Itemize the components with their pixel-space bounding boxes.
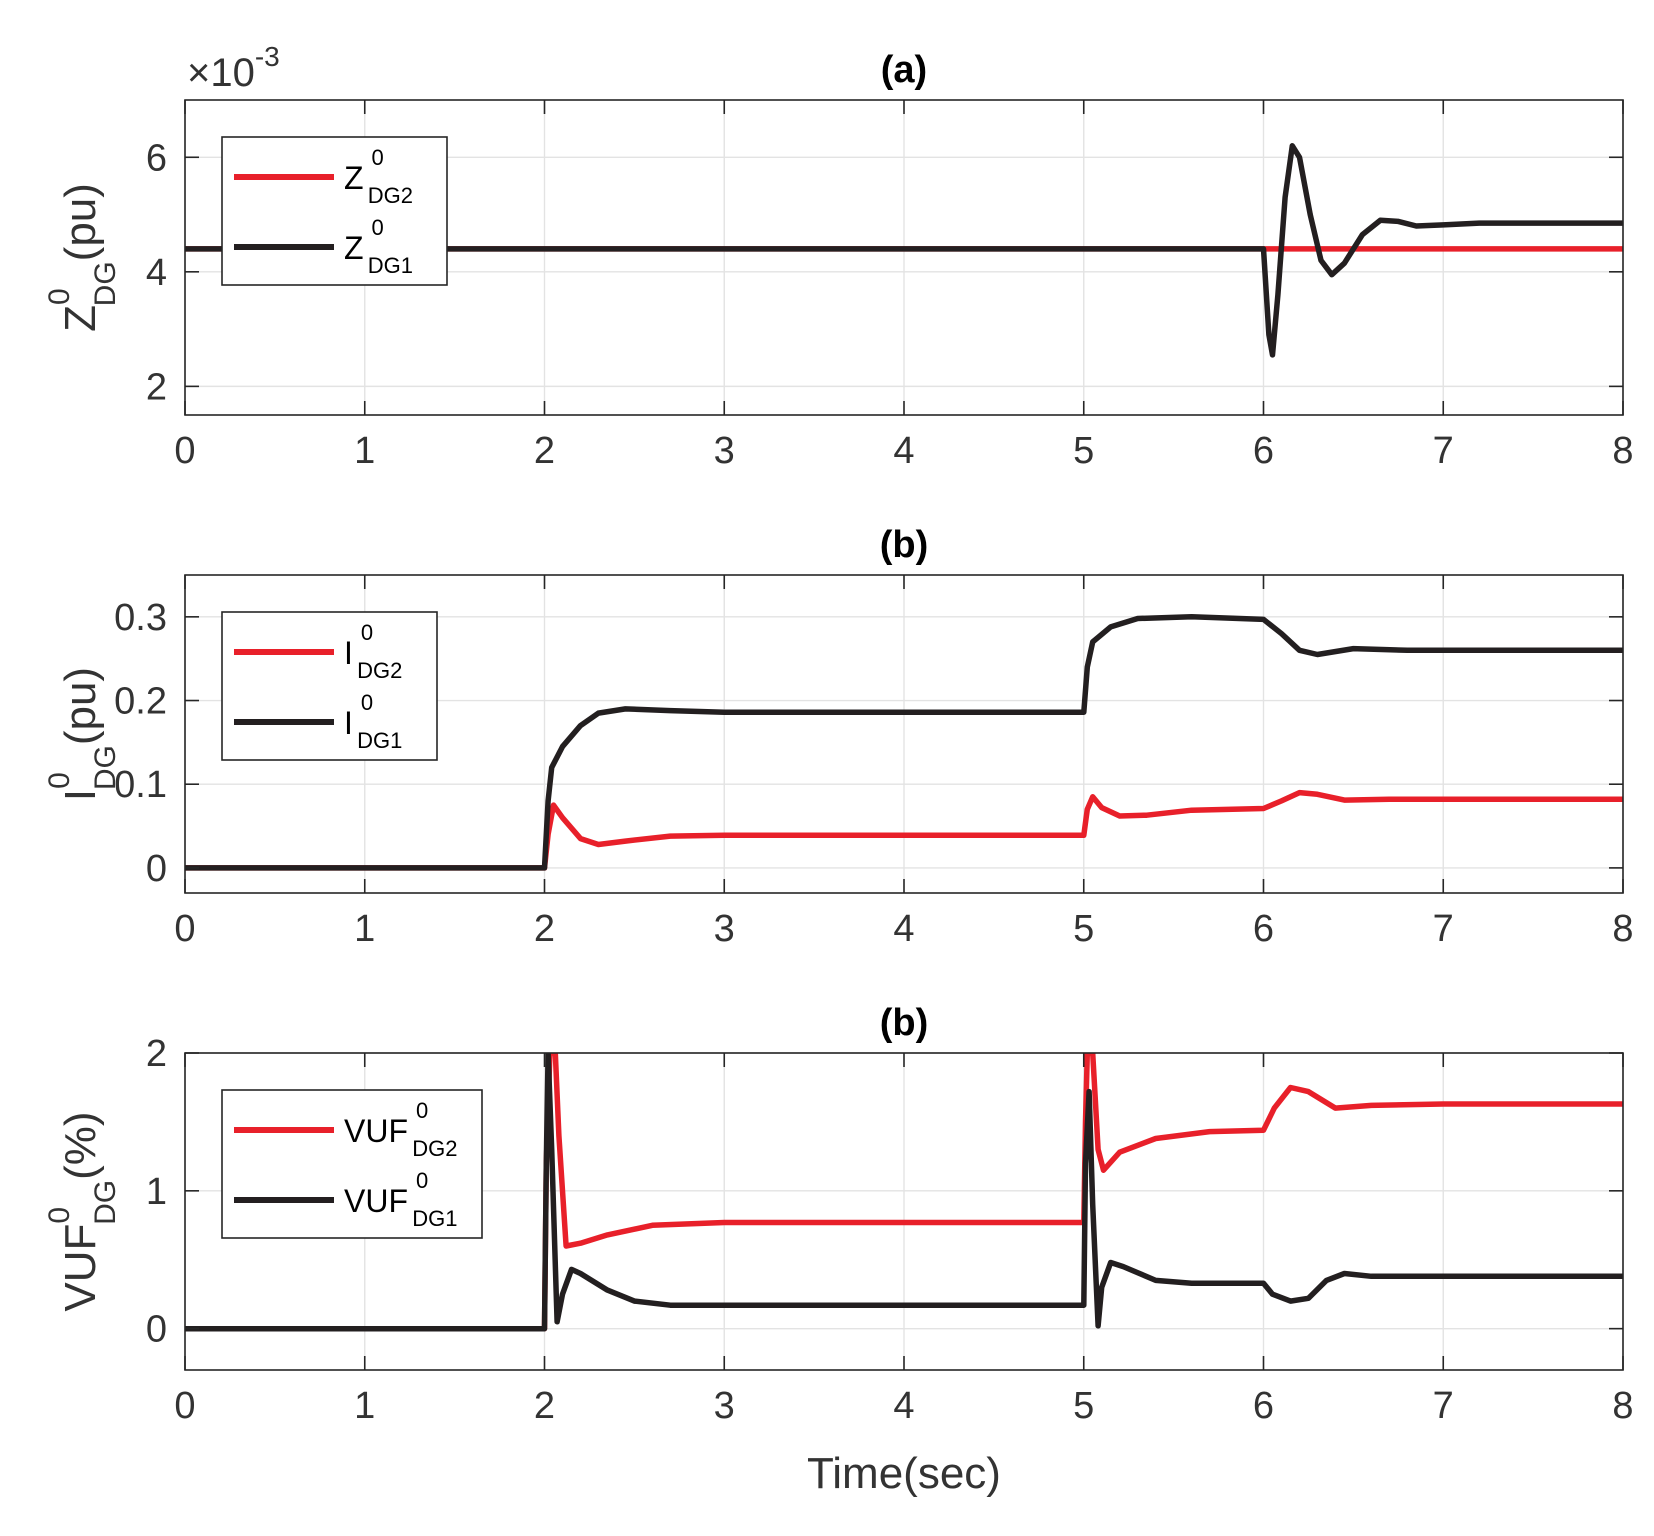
y-tick-label: 0.3 [114,597,167,639]
x-tick-label: 8 [1612,430,1633,472]
x-tick-label: 8 [1612,908,1633,950]
chart-panel-2: 0 1 2 3 4 5 6 7 8 0 0.1 0.2 0.3 (b) I0 DG(pu) I0 DG2 I0 DG1 [43,524,1634,950]
x-tick-label: 2 [534,908,555,950]
chart-title: (b) [880,524,929,566]
x-tick-label: 1 [354,908,375,950]
x-tick-label: 3 [714,430,735,472]
x-tick-label: 0 [174,1385,195,1427]
series-group [185,1053,1623,1332]
series-line-dg2 [185,1053,1623,1332]
x-tick-label: 2 [534,1385,555,1427]
x-tick-label: 5 [1073,430,1094,472]
x-axis-label: Time(sec) [807,1449,1001,1498]
chart-panel-3: 0 1 2 3 4 5 6 7 8 0 1 2 (b) VUF0 DG(%) Time(sec) VUF0 DG2… [43,1002,1634,1498]
legend-label-dg2: I0 DG2 [344,620,402,683]
x-tick-label: 8 [1612,1385,1633,1427]
legend: Z0 DG2 Z0 DG1 [221,136,448,286]
y-tick-label: 2 [146,366,167,408]
x-tick-label: 4 [893,1385,914,1427]
legend: I0 DG2 I0 DG1 [221,611,438,761]
series-group [185,143,1623,358]
chart-panel-1: 0 1 2 3 4 5 6 7 8 2 4 6 (a) ×10-3 Z0 DG(pu) Z0 DG2 Z0 DG1 [43,41,1634,472]
chart-title: (a) [881,49,927,91]
y-tick-label: 0 [146,848,167,890]
x-tick-label: 0 [174,908,195,950]
legend-label-dg2: VUF0 DG2 [344,1098,458,1161]
x-tick-label: 4 [893,430,914,472]
legend: VUF0 DG2 VUF0 DG1 [221,1089,483,1239]
x-tick-label: 4 [893,908,914,950]
chart-title: (b) [880,1002,929,1044]
x-tick-label: 5 [1073,908,1094,950]
legend-label-dg2: Z0 DG2 [344,145,413,208]
x-tick-label: 5 [1073,1385,1094,1427]
x-tick-label: 3 [714,908,735,950]
y-axis-label: VUF0 DG(%) [43,1111,122,1311]
y-tick-label: 6 [146,137,167,179]
y-axis-label: Z0 DG(pu) [43,183,122,332]
series-line-dg1 [185,614,1623,871]
legend-label-dg1: Z0 DG1 [344,215,413,278]
y-tick-label: 0.2 [114,681,167,723]
legend-box [221,1089,483,1239]
x-tick-label: 7 [1433,430,1454,472]
x-tick-label: 7 [1433,908,1454,950]
x-tick-label: 0 [174,430,195,472]
y-tick-label: 0 [146,1309,167,1351]
x-tick-label: 1 [354,430,375,472]
y-tick-label: 2 [146,1033,167,1075]
x-tick-label: 2 [534,430,555,472]
axis-multiplier: ×10-3 [187,41,280,95]
legend-box [221,611,438,761]
y-tick-label: 1 [146,1171,167,1213]
y-tick-label: 4 [146,252,167,294]
x-tick-label: 6 [1253,430,1274,472]
legend-label-dg1: I0 DG1 [344,690,402,753]
x-tick-label: 7 [1433,1385,1454,1427]
legend-label-dg1: VUF0 DG1 [344,1168,458,1231]
series-line-dg1 [185,143,1623,358]
x-tick-label: 6 [1253,1385,1274,1427]
x-tick-label: 3 [714,1385,735,1427]
series-line-dg1 [185,1053,1623,1332]
y-axis-label: I0 DG(pu) [43,667,122,801]
series-line-dg2 [185,789,1623,871]
y-tick-label: 0.1 [114,764,167,806]
legend-box [221,136,448,286]
series-group [185,614,1623,871]
x-tick-label: 1 [354,1385,375,1427]
x-tick-label: 6 [1253,908,1274,950]
